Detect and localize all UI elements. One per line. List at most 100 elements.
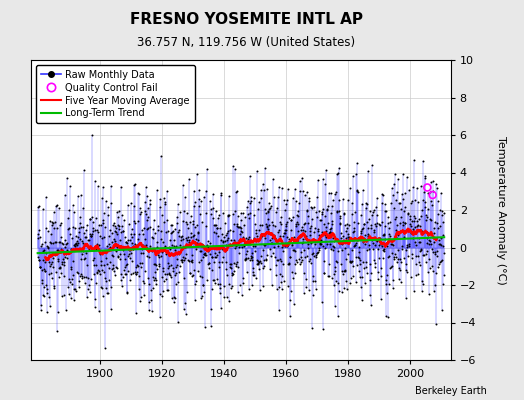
Point (417, 247, 425, 253)
Point (74, 284, 83, 290)
Point (242, 251, 250, 258)
Point (40, 246, 48, 253)
Point (231, 238, 239, 245)
Point (47, 261, 55, 267)
Point (167, 274, 176, 280)
Point (220, 233, 228, 240)
Point (113, 253, 122, 259)
Point (350, 218, 358, 225)
Point (40, 238, 49, 245)
Point (151, 248, 160, 255)
Point (147, 247, 156, 254)
Point (278, 243, 286, 250)
Point (238, 280, 247, 286)
Point (199, 193, 208, 200)
Point (345, 222, 353, 228)
Point (413, 271, 422, 277)
Point (172, 264, 180, 270)
Point (265, 206, 273, 212)
Point (362, 200, 370, 206)
Point (63, 250, 72, 256)
Point (253, 168, 261, 174)
Point (345, 236, 353, 243)
Point (127, 231, 135, 237)
Point (386, 219, 394, 225)
Point (117, 283, 126, 290)
Point (323, 205, 332, 212)
Point (213, 225, 222, 232)
Point (263, 186, 271, 192)
Point (300, 290, 309, 296)
Point (335, 221, 344, 228)
Point (237, 292, 246, 298)
Point (190, 231, 198, 238)
Point (160, 200, 169, 207)
Point (161, 229, 170, 235)
Point (376, 296, 385, 302)
Point (139, 242, 147, 248)
Point (43, 244, 52, 250)
Point (385, 231, 394, 237)
Point (125, 247, 134, 253)
Point (291, 186, 300, 192)
Point (346, 258, 354, 264)
Point (202, 210, 210, 216)
Point (179, 254, 188, 260)
Point (373, 237, 381, 244)
Point (383, 290, 391, 297)
Point (72, 241, 81, 247)
Point (105, 241, 113, 248)
Point (68, 280, 76, 287)
Point (278, 185, 286, 191)
Point (36, 234, 44, 240)
Point (141, 268, 149, 274)
Point (166, 252, 174, 258)
Point (363, 201, 372, 207)
Point (390, 254, 398, 260)
Point (262, 220, 270, 227)
Point (38, 292, 47, 298)
Point (422, 251, 430, 258)
Point (254, 206, 263, 212)
Point (408, 198, 417, 204)
Point (174, 201, 182, 208)
Point (364, 246, 373, 253)
Point (411, 239, 420, 246)
Point (314, 228, 322, 234)
Point (267, 240, 275, 246)
Point (266, 265, 275, 272)
Point (427, 241, 435, 248)
Point (274, 194, 282, 200)
Point (304, 213, 312, 219)
Point (330, 282, 339, 288)
Point (310, 240, 319, 247)
Point (352, 240, 361, 246)
Point (145, 307, 154, 313)
Point (41, 268, 49, 274)
Point (356, 230, 365, 237)
Point (51, 268, 60, 275)
Point (298, 257, 306, 263)
Point (410, 288, 418, 294)
Point (263, 223, 271, 230)
Point (246, 257, 254, 264)
Point (167, 262, 175, 268)
Point (252, 226, 260, 233)
Point (399, 222, 407, 228)
Point (136, 297, 144, 304)
Point (54, 238, 63, 245)
Point (271, 254, 279, 260)
Point (342, 286, 351, 292)
Point (353, 262, 361, 268)
Point (201, 250, 210, 257)
Point (142, 244, 150, 250)
Point (112, 243, 121, 250)
Point (344, 234, 353, 240)
Point (289, 239, 298, 246)
Point (132, 180, 140, 187)
Point (219, 210, 227, 216)
Point (387, 241, 395, 247)
Point (301, 276, 310, 282)
Point (275, 227, 283, 234)
Point (302, 233, 310, 239)
